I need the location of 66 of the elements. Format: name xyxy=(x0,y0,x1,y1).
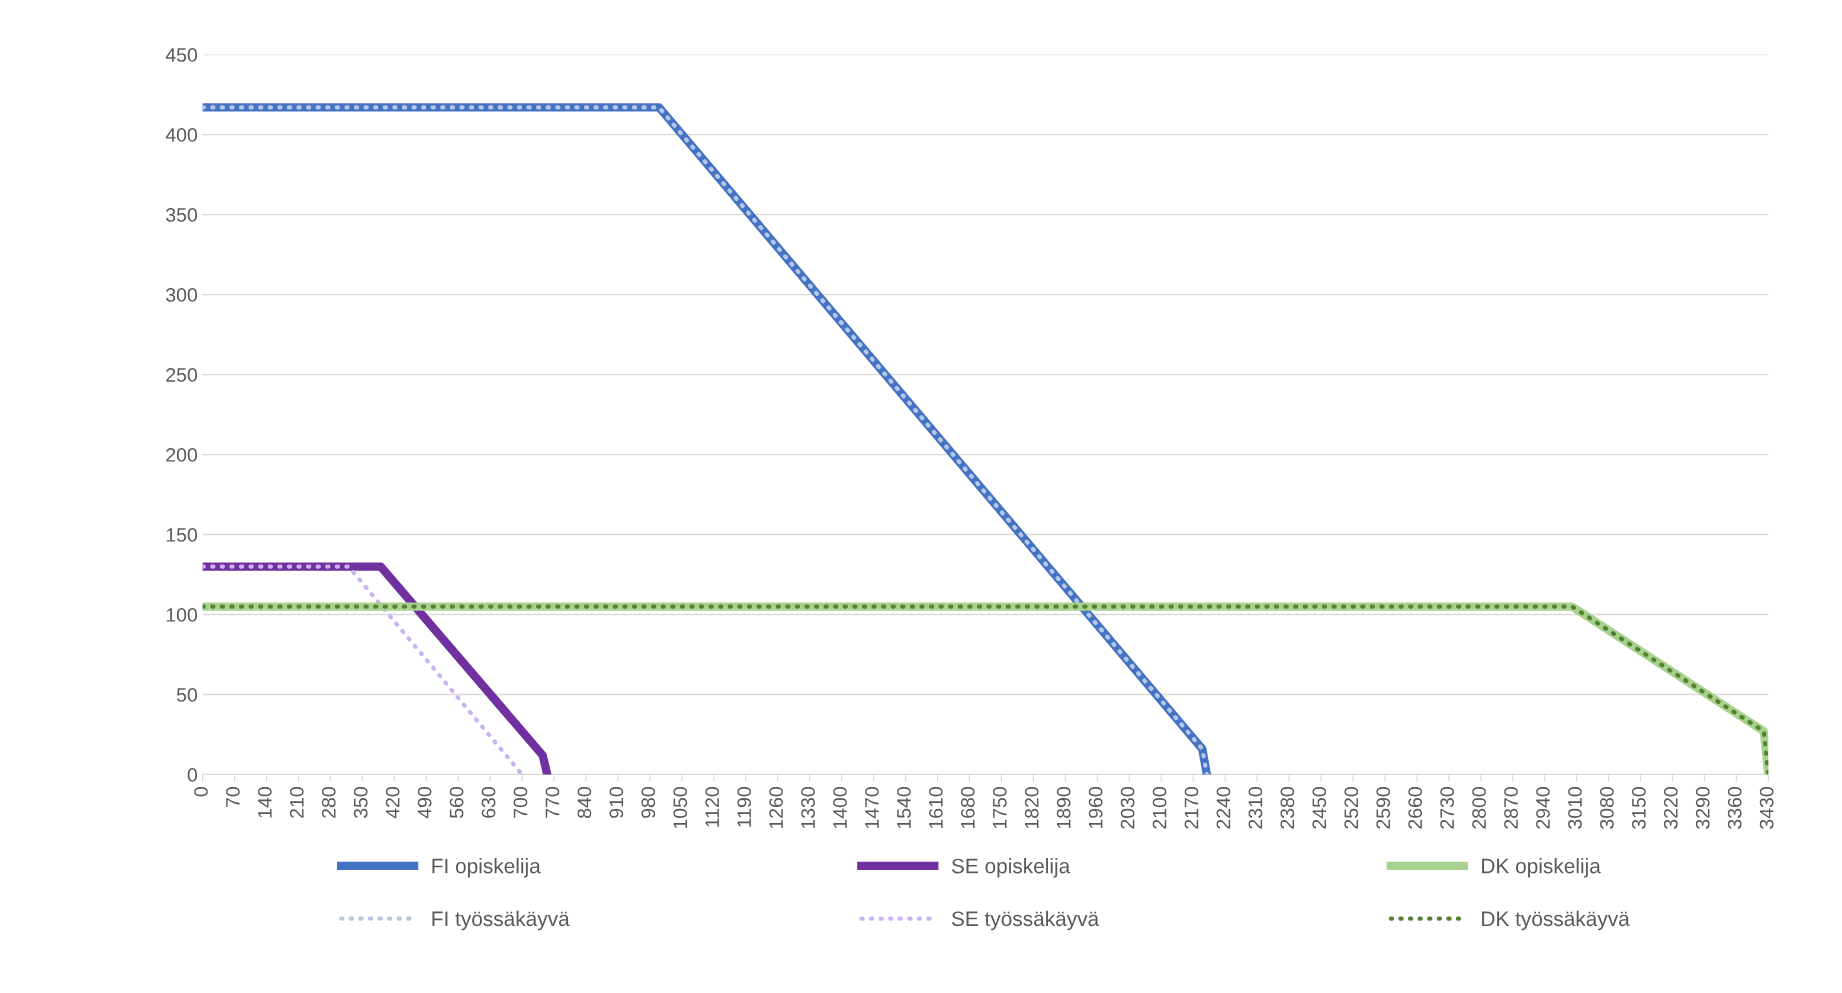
x-tick-label: 1400 xyxy=(833,787,847,829)
y-tick-label: 150 xyxy=(166,528,197,542)
legend-label: DK opiskelija xyxy=(1482,858,1601,878)
x-tick-label: 2940 xyxy=(1536,787,1550,829)
x-tick-label: 910 xyxy=(609,787,624,818)
x-tick-label: 2660 xyxy=(1408,787,1423,829)
y-tick-label: 100 xyxy=(166,608,197,622)
legend-label: FI työssäkäyvä xyxy=(432,910,570,931)
x-tick-label: 1820 xyxy=(1024,787,1039,829)
y-tick-label: 350 xyxy=(166,208,197,222)
x-tick-label: 1890 xyxy=(1056,787,1071,829)
x-tick-label: 1540 xyxy=(897,787,911,829)
legend-label: SE opiskelija xyxy=(951,858,1071,878)
x-tick-label: 2800 xyxy=(1472,787,1486,829)
x-tick-label: 1610 xyxy=(928,787,943,829)
x-tick-label: 3360 xyxy=(1727,787,1742,829)
x-tick-label: 350 xyxy=(353,787,368,819)
x-tick-label: 2380 xyxy=(1280,787,1295,829)
x-tick-label: 2870 xyxy=(1504,787,1518,829)
x-tick-label: 840 xyxy=(577,787,592,818)
x-tick-label: 3150 xyxy=(1631,787,1646,829)
x-tick-label: 420 xyxy=(385,787,400,819)
x-tick-label: 1050 xyxy=(673,787,688,829)
y-tick-label: 0 xyxy=(187,768,197,782)
x-tick-label: 2450 xyxy=(1312,787,1327,829)
x-tick-label: 210 xyxy=(289,787,304,818)
x-tick-label: 1960 xyxy=(1088,787,1103,829)
x-tick-label: 1750 xyxy=(992,787,1007,829)
y-tick-label: 200 xyxy=(166,448,197,462)
y-tick-label: 400 xyxy=(165,128,197,142)
x-tick-label: 3220 xyxy=(1663,787,1678,829)
x-tick-label: 3010 xyxy=(1568,787,1582,829)
x-tick-label: 770 xyxy=(545,787,560,818)
x-tick-label: 1120 xyxy=(705,787,720,827)
x-tick-label: 630 xyxy=(481,787,496,818)
x-tick-label: 1470 xyxy=(865,787,879,829)
x-tick-label: 2590 xyxy=(1376,787,1391,829)
y-tick-label: 50 xyxy=(176,688,197,702)
x-tick-label: 1680 xyxy=(960,787,975,829)
x-tick-label: 0 xyxy=(194,787,208,797)
x-tick-label: 700 xyxy=(513,787,528,818)
y-tick-label: 450 xyxy=(165,48,197,62)
x-tick-label: 280 xyxy=(321,787,336,818)
legend-label: FI opiskelija xyxy=(432,858,541,878)
x-tick-label: 490 xyxy=(417,787,432,819)
x-tick-label: 1190 xyxy=(737,787,752,827)
x-tick-label: 980 xyxy=(641,787,656,818)
x-tick-label: 1330 xyxy=(801,787,815,829)
x-tick-label: 2170 xyxy=(1184,787,1199,829)
x-tick-label: 1260 xyxy=(769,787,783,829)
y-tick-label: 300 xyxy=(166,288,197,302)
x-tick-label: 2240 xyxy=(1216,787,1231,829)
x-tick-label: 3430 xyxy=(1759,787,1774,829)
x-tick-label: 3290 xyxy=(1695,787,1710,829)
x-tick-label: 2030 xyxy=(1120,787,1135,829)
y-tick-label: 250 xyxy=(166,368,197,382)
x-tick-label: 2520 xyxy=(1344,787,1359,829)
legend-label: DK työssäkäyvä xyxy=(1482,910,1630,931)
x-tick-label: 560 xyxy=(449,787,464,819)
x-tick-label: 3080 xyxy=(1600,787,1614,829)
x-tick-label: 2310 xyxy=(1248,787,1263,829)
x-tick-label: 2100 xyxy=(1152,787,1167,829)
legend-label: SE työssäkäyvä xyxy=(951,910,1100,931)
x-tick-label: 140 xyxy=(257,787,272,818)
x-tick-label: 70 xyxy=(226,787,240,807)
x-tick-label: 2730 xyxy=(1440,787,1455,829)
